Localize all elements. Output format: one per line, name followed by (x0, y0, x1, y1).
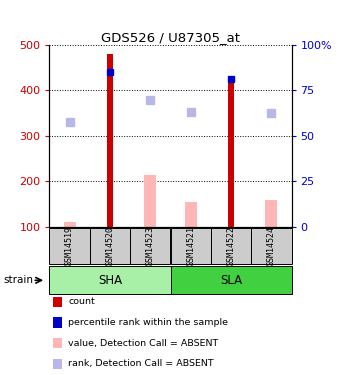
Bar (144, 175, 157, 227)
Text: strain: strain (3, 275, 33, 285)
Bar (63, 222, 76, 227)
Bar (130, 228, 170, 264)
Text: GSM14519: GSM14519 (65, 226, 74, 266)
Text: GSM14520: GSM14520 (105, 226, 115, 266)
Text: GSM14523: GSM14523 (146, 226, 155, 266)
Bar (170, 228, 211, 264)
Bar (211, 228, 251, 264)
Bar (107, 54, 113, 227)
Bar (170, 266, 292, 294)
Bar (90, 228, 130, 264)
Bar (184, 202, 197, 227)
Text: GSM14522: GSM14522 (226, 226, 236, 266)
Text: GSM14524: GSM14524 (267, 226, 276, 266)
Bar (251, 228, 292, 264)
Text: rank, Detection Call = ABSENT: rank, Detection Call = ABSENT (68, 359, 214, 368)
Title: GDS526 / U87305_at: GDS526 / U87305_at (101, 31, 240, 44)
Text: GSM14521: GSM14521 (186, 226, 195, 266)
Bar (49, 266, 170, 294)
Text: percentile rank within the sample: percentile rank within the sample (68, 318, 228, 327)
Text: SHA: SHA (98, 274, 122, 287)
Bar (265, 200, 278, 227)
Bar (228, 77, 234, 227)
Bar (49, 228, 90, 264)
Text: value, Detection Call = ABSENT: value, Detection Call = ABSENT (68, 339, 219, 348)
Text: SLA: SLA (220, 274, 242, 287)
Text: count: count (68, 297, 95, 306)
